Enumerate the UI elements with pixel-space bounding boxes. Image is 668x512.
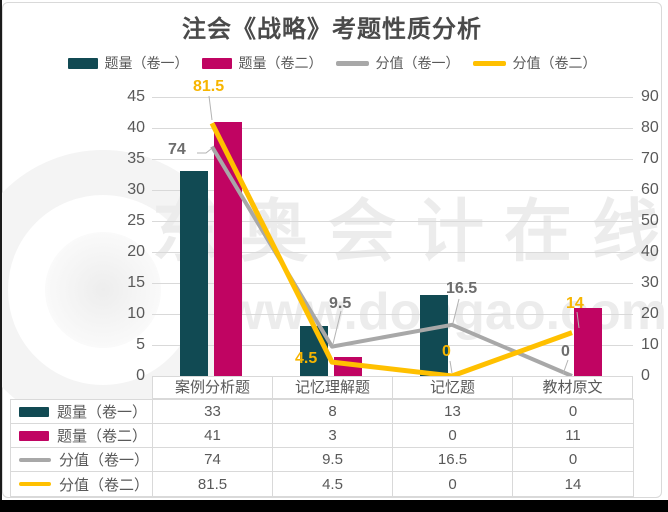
table-value-cell: 33 [153, 400, 273, 424]
y-axis-right-tick: 70 [641, 150, 659, 167]
table-legend-swatch [19, 406, 49, 417]
gridline [152, 97, 633, 98]
y-axis-left-tick: 35 [127, 150, 145, 167]
table-value-cell: 0 [393, 424, 513, 448]
y-axis-right-tick: 10 [641, 336, 659, 353]
y-axis-left-tick: 5 [136, 336, 145, 353]
y-axis-left-tick: 25 [127, 212, 145, 229]
table-value-cell: 4.5 [273, 472, 393, 496]
table-value-cell: 9.5 [273, 448, 393, 472]
legend-item: 题量（卷一） [67, 53, 189, 73]
legend-swatch-bar [201, 57, 232, 69]
y-axis-left-tick: 20 [127, 243, 145, 260]
table-legend-swatch [19, 457, 51, 462]
y-axis-right-tick: 80 [641, 119, 659, 136]
category-cell: 记忆题 [393, 377, 513, 398]
category-cell: 案例分析题 [153, 377, 273, 398]
table-value-cell: 14 [564, 475, 582, 493]
table-value-cell: 0 [513, 400, 633, 424]
table-series-name-cell: 题量（卷二） [11, 424, 153, 448]
gridline [152, 314, 633, 315]
data-label: 16.5 [446, 280, 478, 297]
table-value-cell: 13 [393, 400, 513, 424]
y-axis-left-tick: 40 [127, 119, 145, 136]
data-label: 14 [566, 295, 584, 312]
y-axis-right-tick: 40 [641, 243, 659, 260]
y-axis-right-tick: 20 [641, 305, 659, 322]
category-cell: 记忆理解题 [273, 377, 393, 398]
gridline [152, 283, 633, 284]
table-value-cell: 16.5 [393, 448, 513, 472]
legend-swatch-line [472, 60, 506, 66]
gridline [152, 345, 633, 346]
gridline [152, 159, 633, 160]
table-value-cell: 0 [393, 472, 513, 496]
legend-swatch-bar [67, 57, 98, 69]
table-value-cell: 3 [273, 424, 393, 448]
table-value-cell: 74 [153, 448, 273, 472]
table-series-name-cell: 题量（卷一） [11, 400, 153, 424]
table-value-cell: 81.5 [153, 472, 273, 496]
table-series-name: 题量（卷二） [57, 428, 148, 445]
y-axis-right-tick: 0 [641, 367, 650, 384]
y-axis-right-tick: 50 [641, 212, 659, 229]
bottom-black-bar [0, 500, 668, 512]
legend-label: 分值（卷二） [512, 55, 597, 71]
y-axis-left-tick: 45 [127, 88, 145, 105]
legend-swatch-line [335, 60, 369, 66]
gridline [152, 252, 633, 253]
y-axis-left-tick: 30 [127, 181, 145, 198]
table-series-name: 分值（卷二） [59, 476, 150, 494]
table-value-cell: 11 [513, 424, 633, 448]
legend-label: 题量（卷一） [104, 55, 189, 71]
table-legend-swatch [19, 430, 49, 441]
data-label: 74 [168, 141, 186, 158]
table-value-cell: 0 [513, 448, 633, 472]
category-cell: 教材原文 [513, 377, 633, 398]
bar-series1 [420, 295, 448, 376]
series-line-2 [209, 122, 573, 379]
y-axis-left-tick: 0 [136, 367, 145, 384]
y-axis-right-tick: 60 [641, 181, 659, 198]
table-series-name: 分值（卷一） [59, 452, 150, 469]
legend-label: 题量（卷二） [238, 55, 323, 71]
table-series-name-cell: 分值（卷二） [11, 472, 153, 496]
category-axis-row: 案例分析题 记忆理解题 记忆题 教材原文 [152, 376, 633, 399]
y-axis-left-tick: 10 [127, 305, 145, 322]
y-axis-right-tick: 30 [641, 274, 659, 291]
line-series-layer [209, 122, 573, 379]
table-value-cell: 41 [153, 424, 273, 448]
data-label: 0 [442, 343, 451, 360]
legend-item: 分值（卷一） [335, 53, 460, 73]
chart-legend: 题量（卷一） 题量（卷二） 分值（卷一） 分值（卷二） [2, 52, 662, 74]
series-line-1 [210, 145, 573, 378]
y-axis-right-tick: 90 [641, 88, 659, 105]
table-series-name-cell: 分值（卷一） [11, 448, 153, 472]
gridline [152, 221, 633, 222]
legend-label: 分值（卷一） [375, 55, 460, 71]
data-table: 题量（卷一） 33 8 13 0 题量（卷二） 41 3 0 11 分值（卷一） 74 9.5 16.5 0… [10, 399, 634, 497]
gridline [152, 190, 633, 191]
table-value-cell: 8 [273, 400, 393, 424]
left-edge-bar [0, 0, 2, 500]
data-label: 81.5 [193, 78, 225, 95]
data-label: 0 [561, 343, 570, 360]
y-axis-left-tick: 15 [127, 274, 145, 291]
table-series-name: 题量（卷一） [57, 404, 148, 421]
legend-item: 题量（卷二） [201, 53, 323, 73]
chart-title: 注会《战略》考题性质分析 [182, 16, 482, 43]
data-label: 4.5 [295, 350, 318, 367]
table-legend-swatch [19, 482, 51, 486]
legend-item: 分值（卷二） [472, 53, 597, 73]
data-label: 9.5 [329, 295, 352, 312]
gridline [152, 128, 633, 129]
